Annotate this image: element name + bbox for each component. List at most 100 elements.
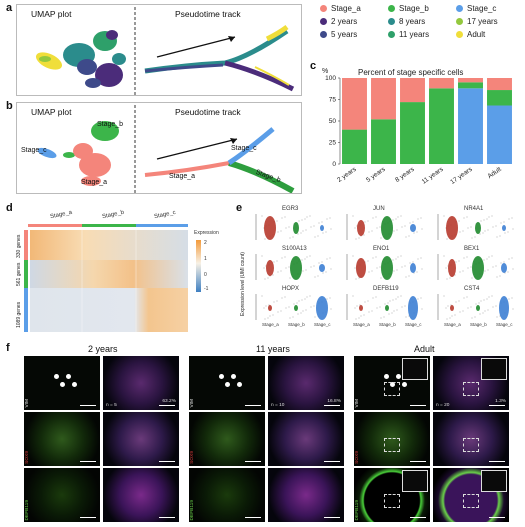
micrograph-tile: n = 20 1.3% [433, 356, 509, 410]
violin-point [421, 268, 423, 270]
violin-point [297, 313, 299, 315]
violin-plot [346, 214, 423, 240]
violin-point [363, 234, 365, 236]
violin-plot [346, 254, 423, 280]
violin-point [443, 215, 445, 217]
violin-point [404, 225, 406, 227]
violin-point [288, 226, 290, 228]
scale-bar [80, 405, 96, 406]
violin-plot [346, 294, 423, 320]
pseudo-label-stage-a: Stage_a [169, 173, 196, 180]
violin-point [330, 268, 332, 270]
panel-label-d: d [6, 202, 13, 214]
violin-point [459, 231, 461, 233]
pseudo-label-stage-c: Stage_c [231, 145, 257, 152]
violin-body [356, 258, 366, 278]
violin-point [371, 230, 373, 232]
micrograph-tile: VIM [24, 356, 100, 410]
violin-gene-label: DEFB119 [373, 286, 399, 292]
inset-region-marker [384, 494, 400, 508]
violin-point [356, 305, 358, 307]
panel-c: Percent of stage specific cells % 0 25 50 7… [318, 64, 522, 198]
violin-point [487, 309, 489, 311]
violin-point [273, 301, 275, 303]
violin-point [313, 265, 315, 267]
violin-point [372, 217, 374, 219]
violin-body [359, 305, 363, 311]
bar-segment [342, 78, 367, 130]
panel-label-c: c [310, 60, 317, 72]
percent-label: 63.2% [162, 399, 176, 404]
violin-point [409, 222, 411, 224]
violin-point [499, 275, 501, 277]
violin-point [409, 262, 411, 264]
heatmap-legend-tick: 1 [204, 256, 207, 262]
stain-label: SOX9 [25, 451, 30, 464]
inset-region-marker [384, 382, 400, 396]
legend-item-17-years: 17 years [456, 17, 498, 26]
violin-point [508, 218, 510, 220]
violin-point [302, 230, 304, 232]
violin-point [400, 295, 402, 297]
violin-point [358, 317, 360, 319]
scale-bar [159, 517, 175, 518]
violin-point [276, 300, 278, 302]
violin-point [272, 274, 274, 276]
violin-point [455, 301, 457, 303]
violin-point [459, 311, 461, 313]
violin-point [326, 298, 328, 300]
violin-point [276, 260, 278, 262]
violin-point [305, 269, 307, 271]
violin-point [462, 270, 464, 272]
violin-point [512, 228, 514, 230]
heatmap-row-1089: 1089 genes [16, 301, 22, 328]
violin-point [269, 315, 271, 317]
panel-e: Expression level (UMI count) EGR3 JUN NR4A… [238, 206, 522, 336]
violin-point [264, 318, 266, 320]
violin-point [483, 299, 485, 301]
violin-point [372, 257, 374, 259]
stain-label: VIM [25, 399, 30, 408]
violin-point [486, 258, 488, 260]
violin-point [475, 303, 477, 305]
micrograph-tile [103, 412, 179, 466]
violin-point [380, 277, 382, 279]
heatmap-row-561: 561 genes [16, 262, 22, 286]
violin-point [289, 317, 291, 319]
bar-segment [487, 90, 512, 106]
violin-body [448, 259, 456, 277]
violin-point [352, 255, 354, 257]
violin-point [395, 298, 397, 300]
legend-item-stage-a: Stage_a [320, 4, 361, 13]
violin-point [488, 296, 490, 298]
stain-label: DEFB119 [25, 499, 30, 520]
y-tick-label: 50 [329, 118, 337, 125]
violin-point [484, 310, 486, 312]
micrograph-tile [433, 412, 509, 466]
violin-point [272, 314, 274, 316]
violin-point [306, 296, 308, 298]
legend-dot-icon [320, 5, 327, 12]
violin-point [310, 306, 312, 308]
violin-grid: EGR3 JUN NR4A1 S100A13 ENO1 BEX1 HOPX Stage_a St… [248, 206, 522, 336]
violin-point [358, 277, 360, 279]
chart-title: Percent of stage specific cells [358, 68, 464, 77]
violin-point [401, 226, 403, 228]
violin-point [449, 277, 451, 279]
violin-point [293, 303, 295, 305]
violin-body [319, 264, 325, 272]
violin-body [320, 225, 324, 231]
violin-point [417, 218, 419, 220]
x-tick-label: 17 years [449, 165, 474, 185]
violin-gene-label: NR4A1 [464, 206, 484, 212]
legend-item-8-years: 8 years [388, 17, 425, 26]
violin-point [325, 231, 327, 233]
violin-cell: DEFB119 Stage_a Stage_b Stage_c [339, 286, 426, 327]
violin-point [492, 306, 494, 308]
cell-count-label: n = 20 [436, 403, 450, 408]
violin-point [354, 227, 356, 229]
violin-point [371, 310, 373, 312]
violin-point [404, 265, 406, 267]
umap-label-stage-c: Stage_c [21, 147, 47, 154]
cell-marker-icon [231, 374, 236, 379]
